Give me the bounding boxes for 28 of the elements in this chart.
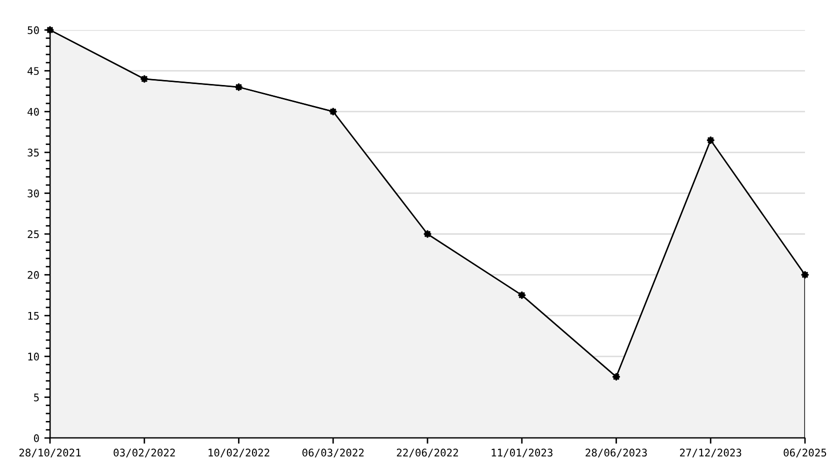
x-tick-label: 28/10/2021	[19, 448, 81, 458]
y-tick-label: 25	[28, 230, 39, 238]
y-tick-label: 35	[28, 148, 39, 157]
y-tick-label: 30	[28, 189, 39, 198]
y-tick-label: 50	[28, 26, 39, 34]
point	[328, 107, 338, 116]
point	[706, 136, 715, 144]
y-tick-label: 40	[28, 108, 39, 116]
x-tick-label: 28/06/2023	[586, 448, 647, 458]
y-tick-label: 45	[28, 67, 39, 75]
y-tick-label: 5	[34, 394, 39, 402]
x-tick-label: 06/03/2022	[302, 448, 364, 458]
point	[140, 74, 149, 84]
point	[234, 82, 243, 92]
x-tick-label: 03/02/2022	[114, 448, 175, 458]
x-tick-label: 06/2025	[784, 448, 826, 458]
point	[518, 291, 526, 300]
y-tick-label: 0	[34, 434, 39, 442]
x-tick-label: 22/06/2022	[396, 448, 458, 458]
x-tick-label: 27/12/2023	[680, 448, 742, 458]
x-tick-label: 11/01/2023	[492, 448, 552, 458]
point	[800, 270, 810, 279]
x-tick-label: 10/02/2022	[208, 448, 270, 458]
y-tick-label: 15	[28, 312, 39, 320]
point	[612, 372, 620, 381]
y-tick-label: 20	[28, 271, 39, 279]
y-tick-label: 10	[28, 352, 39, 361]
point	[423, 230, 432, 238]
